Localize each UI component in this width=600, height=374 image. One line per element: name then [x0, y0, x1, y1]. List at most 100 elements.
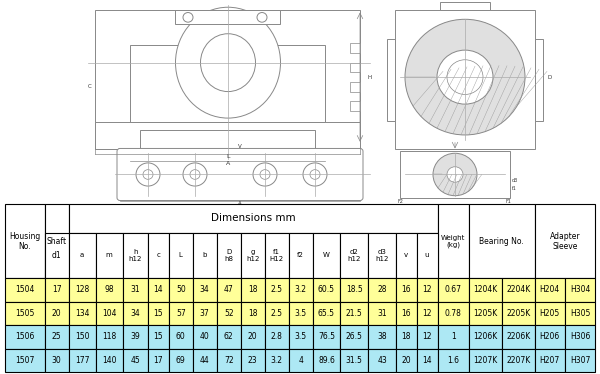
Text: 76.5: 76.5 [318, 332, 335, 341]
Bar [416, 325, 437, 349]
Bar [469, 325, 502, 349]
Text: 38: 38 [377, 332, 387, 341]
FancyBboxPatch shape [117, 148, 363, 200]
Text: 34: 34 [200, 285, 209, 294]
Bar [437, 349, 469, 372]
Text: 39: 39 [130, 332, 140, 341]
Bar [469, 302, 502, 325]
Text: 3.5: 3.5 [295, 332, 307, 341]
Text: L: L [179, 252, 183, 258]
Text: 18: 18 [248, 285, 257, 294]
Text: b: b [203, 252, 207, 258]
Text: 1207K: 1207K [473, 356, 497, 365]
Text: 3.2: 3.2 [271, 356, 283, 365]
Bar [368, 278, 396, 302]
Circle shape [310, 170, 320, 179]
Bar [265, 233, 289, 278]
Bar [148, 278, 169, 302]
Text: 23: 23 [248, 356, 257, 365]
Bar [148, 233, 169, 278]
Text: 89.6: 89.6 [318, 356, 335, 365]
Circle shape [143, 170, 153, 179]
Text: f2: f2 [297, 252, 304, 258]
Text: 134: 134 [75, 309, 89, 318]
Text: 17: 17 [52, 285, 61, 294]
Bar [535, 302, 565, 325]
Text: h
h12: h h12 [128, 249, 142, 262]
Bar [565, 278, 595, 302]
Bar [535, 278, 565, 302]
Text: c: c [157, 252, 160, 258]
Text: 140: 140 [102, 356, 116, 365]
Bar [5, 349, 44, 372]
Text: 31: 31 [131, 285, 140, 294]
Bar [169, 302, 193, 325]
Bar [350, 43, 360, 53]
Bar [68, 204, 437, 233]
Bar [313, 278, 340, 302]
Text: d1: d1 [52, 251, 61, 260]
Bar [437, 204, 469, 278]
Bar [535, 204, 595, 278]
Text: 62: 62 [224, 332, 233, 341]
Text: Housing
No.: Housing No. [9, 232, 40, 251]
Text: 4: 4 [298, 356, 303, 365]
Bar [175, 10, 280, 24]
Bar [396, 233, 416, 278]
Bar [193, 349, 217, 372]
Text: 0.78: 0.78 [445, 309, 462, 318]
Text: 0.67: 0.67 [445, 285, 462, 294]
Bar [68, 302, 95, 325]
Bar [340, 302, 368, 325]
Bar [5, 325, 44, 349]
Text: 40: 40 [200, 332, 209, 341]
Circle shape [136, 163, 160, 186]
Circle shape [437, 50, 493, 104]
Bar [169, 233, 193, 278]
Text: 37: 37 [200, 309, 209, 318]
Bar [44, 325, 68, 349]
Text: 16: 16 [401, 285, 411, 294]
Text: 2.5: 2.5 [271, 309, 283, 318]
Bar [123, 278, 148, 302]
Text: 2.5: 2.5 [271, 285, 283, 294]
Text: 128: 128 [75, 285, 89, 294]
Text: 104: 104 [102, 309, 116, 318]
Text: 18: 18 [401, 332, 411, 341]
Bar [368, 325, 396, 349]
Bar [289, 349, 313, 372]
Text: 15: 15 [154, 309, 163, 318]
Bar [193, 278, 217, 302]
Text: Weight
(kg): Weight (kg) [441, 234, 466, 248]
Bar [5, 302, 44, 325]
Text: 15: 15 [154, 332, 163, 341]
Bar [130, 45, 325, 122]
Text: 26.5: 26.5 [346, 332, 362, 341]
Bar [565, 325, 595, 349]
Bar [123, 325, 148, 349]
Bar [68, 233, 95, 278]
Text: 1204K: 1204K [473, 285, 497, 294]
Text: Shaft: Shaft [46, 237, 67, 246]
Bar [265, 302, 289, 325]
Text: 2206K: 2206K [506, 332, 530, 341]
Text: 20: 20 [248, 332, 257, 341]
Bar [396, 325, 416, 349]
Bar [140, 130, 315, 150]
Bar [416, 349, 437, 372]
Bar [68, 278, 95, 302]
Bar [313, 349, 340, 372]
Bar [350, 82, 360, 92]
Bar [313, 233, 340, 278]
Text: H204: H204 [539, 285, 560, 294]
Text: 12: 12 [422, 285, 432, 294]
Text: H207: H207 [539, 356, 560, 365]
Circle shape [183, 13, 193, 22]
Circle shape [303, 163, 327, 186]
Text: 1506: 1506 [15, 332, 34, 341]
Text: m: m [106, 252, 113, 258]
Text: 17: 17 [154, 356, 163, 365]
Text: 1.6: 1.6 [447, 356, 459, 365]
Text: 20: 20 [52, 309, 61, 318]
Text: f1
H12: f1 H12 [269, 249, 284, 262]
